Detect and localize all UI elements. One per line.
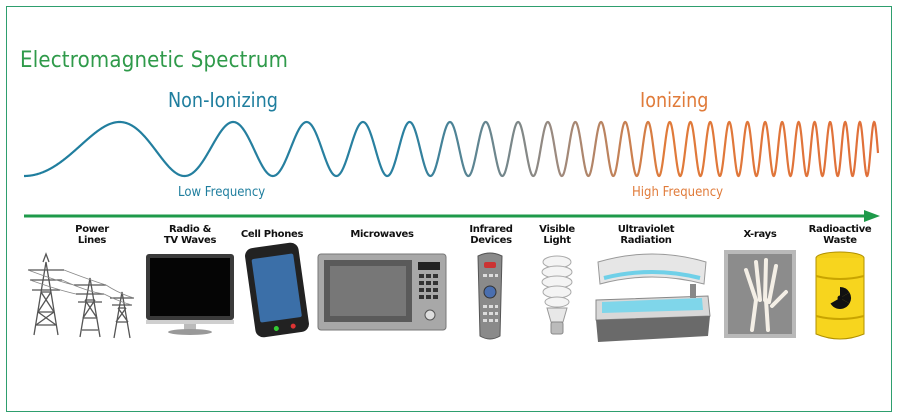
power-lines-icon xyxy=(27,252,135,339)
item-label-visible-light: Visible Light xyxy=(539,224,575,246)
spectrum-wave xyxy=(24,120,880,178)
item-label-cell-phones: Cell Phones xyxy=(240,229,304,240)
item-label-xrays: X-rays xyxy=(743,229,777,240)
item-label-power-lines: Power Lines xyxy=(75,224,109,246)
radioactive-barrel-icon xyxy=(815,251,865,340)
high-frequency-label: High Frequency xyxy=(632,185,724,200)
item-label-radioactive-waste: Radioactive Waste xyxy=(808,224,872,246)
non-ionizing-label: Non-Ionizing xyxy=(168,88,278,112)
cell-phone-icon xyxy=(245,242,309,338)
xray-hand-icon xyxy=(724,250,796,338)
item-label-microwaves: Microwaves xyxy=(350,229,414,240)
tv-icon xyxy=(146,254,234,335)
item-label-ultraviolet: Ultraviolet Radiation xyxy=(617,224,675,246)
remote-control-icon xyxy=(477,252,503,340)
item-label-radio-tv: Radio & TV Waves xyxy=(163,224,217,246)
diagram-title: Electromagnetic Spectrum xyxy=(20,48,289,73)
microwave-icon xyxy=(317,253,447,331)
light-bulb-icon xyxy=(541,255,573,335)
tanning-bed-icon xyxy=(595,253,711,342)
spectrum-arrow-head xyxy=(864,210,880,222)
figure-frame xyxy=(6,6,892,412)
low-frequency-label: Low Frequency xyxy=(178,185,266,200)
item-label-infrared: Infrared Devices xyxy=(469,224,513,246)
ionizing-label: Ionizing xyxy=(640,88,709,112)
